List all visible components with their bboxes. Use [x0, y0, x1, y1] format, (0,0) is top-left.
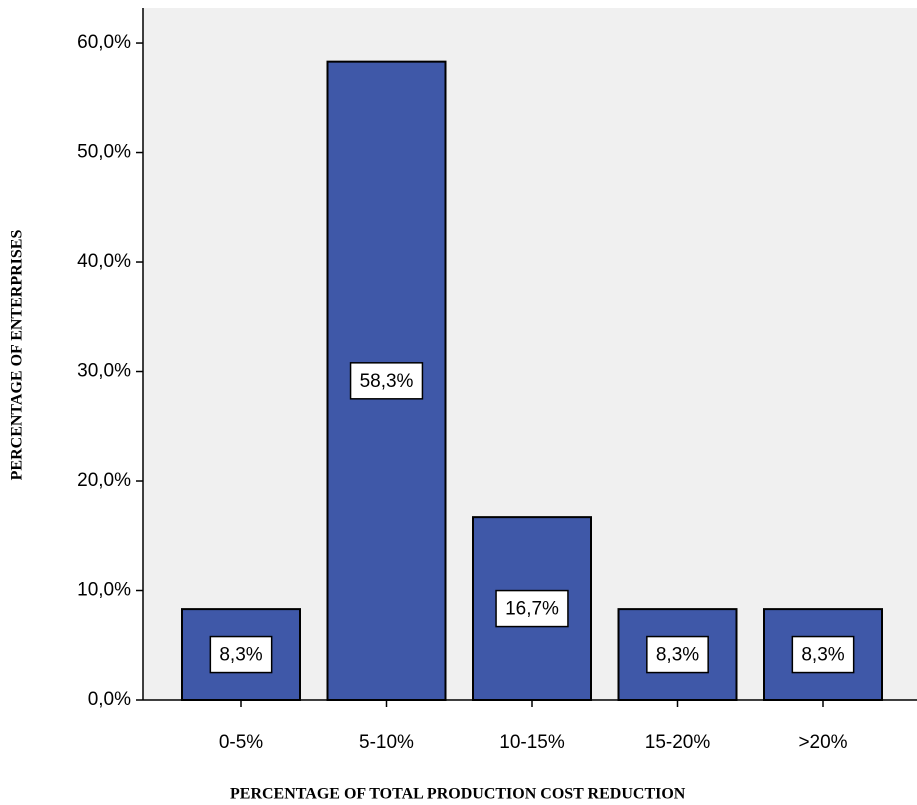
x-tick-label: 0-5%: [219, 732, 263, 753]
x-tick-label: 10-15%: [499, 732, 565, 753]
value-label-box: [791, 635, 855, 674]
x-tick-label: 15-20%: [645, 732, 711, 753]
x-tick-label: >20%: [798, 732, 847, 753]
y-tick-label: 10,0%: [77, 580, 131, 601]
y-tick-label: 30,0%: [77, 361, 131, 382]
y-tick-label: 40,0%: [77, 251, 131, 272]
value-label-box: [495, 589, 569, 628]
value-label-box: [646, 635, 709, 674]
value-label: 16,7%: [505, 599, 559, 620]
x-tick-label: 5-10%: [359, 732, 414, 753]
y-tick-label: 0,0%: [88, 689, 131, 710]
value-label: 58,3%: [360, 371, 414, 392]
y-tick-label: 60,0%: [77, 32, 131, 53]
y-tick-label: 20,0%: [77, 470, 131, 491]
value-label: 8,3%: [219, 645, 262, 666]
value-label-box: [209, 635, 273, 674]
value-label: 8,3%: [656, 645, 699, 666]
y-axis-title: PERCENTAGE OF ENTERPRISES: [9, 230, 26, 481]
x-axis-title: PERCENTAGE OF TOTAL PRODUCTION COST REDU…: [230, 786, 686, 803]
value-label: 8,3%: [801, 645, 844, 666]
value-label-box: [349, 362, 424, 400]
y-tick-label: 50,0%: [77, 142, 131, 163]
